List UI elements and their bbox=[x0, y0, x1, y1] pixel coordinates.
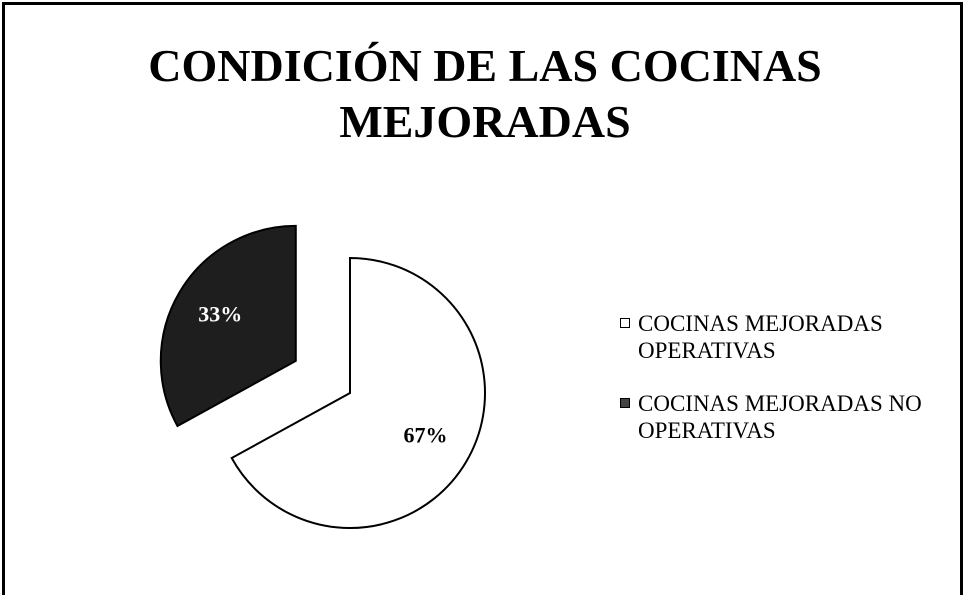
data-label: 67% bbox=[404, 423, 448, 448]
data-label: 33% bbox=[198, 301, 242, 326]
pie-slice bbox=[159, 224, 297, 428]
chart-title: CONDICIÓN DE LAS COCINAS MEJORADAS bbox=[148, 40, 822, 147]
legend-swatch bbox=[620, 398, 630, 408]
legend-swatch bbox=[620, 318, 630, 328]
legend-label: COCINAS MEJORADAS NO OPERATIVAS bbox=[638, 391, 922, 443]
legend-entry: COCINAS MEJORADAS NO OPERATIVAS bbox=[620, 390, 968, 444]
legend-label: COCINAS MEJORADAS OPERATIVAS bbox=[638, 311, 883, 363]
legend-entry: COCINAS MEJORADAS OPERATIVAS bbox=[620, 310, 968, 364]
pie-slice bbox=[230, 256, 486, 529]
